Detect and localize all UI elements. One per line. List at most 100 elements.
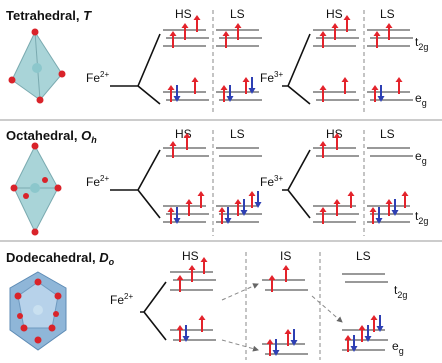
splitting-branch	[282, 33, 311, 105]
spin-up-head	[218, 207, 226, 212]
dodecahedron-icon	[9, 271, 67, 351]
state-label: LS	[380, 7, 395, 21]
spin-down-head	[173, 96, 181, 102]
spin-up-head	[188, 265, 196, 270]
spin-up-head	[185, 199, 193, 204]
splitting-branch	[110, 149, 161, 219]
spin-down-head	[290, 340, 298, 346]
spin-up-head	[319, 207, 327, 212]
spin-down-head	[226, 96, 234, 102]
splitting-branch	[140, 281, 167, 341]
spin-up-head	[341, 77, 349, 82]
spin-down-head	[224, 218, 232, 224]
spin-up-head	[167, 207, 175, 212]
spin-up-head	[191, 77, 199, 82]
state-label: HS	[182, 249, 199, 263]
octahedron-icon	[10, 142, 62, 236]
spin-up-head	[200, 257, 208, 262]
spin-down-head	[391, 210, 399, 216]
spin-down-head	[375, 218, 383, 224]
spin-up-head	[176, 325, 184, 330]
state-label: LS	[230, 7, 245, 21]
level-diagrams	[110, 15, 413, 356]
state-label: LS	[380, 127, 395, 141]
spin-up-head	[284, 329, 292, 334]
spin-up-head	[176, 275, 184, 280]
spin-down-head	[248, 88, 256, 94]
spin-down-head	[173, 218, 181, 224]
spin-up-head	[333, 133, 341, 138]
spin-down-head	[240, 210, 248, 216]
spin-up-head	[401, 191, 409, 196]
spin-up-head	[183, 133, 191, 138]
spin-up-head	[347, 191, 355, 196]
panel-title: Tetrahedral, T	[6, 8, 92, 23]
spin-up-head	[319, 141, 327, 146]
spin-up-head	[358, 325, 366, 330]
spin-up-head	[344, 335, 352, 340]
spin-up-head	[268, 275, 276, 280]
orbital-label: eg	[415, 149, 427, 166]
spin-up-head	[282, 265, 290, 270]
spin-up-head	[371, 85, 379, 90]
spin-down-head	[350, 346, 358, 352]
spin-up-head	[373, 31, 381, 36]
spin-up-head	[234, 23, 242, 28]
spin-down-head	[364, 336, 372, 342]
tetrahedron-icon	[8, 28, 66, 104]
ion-label: Fe3+	[260, 174, 283, 189]
splitting-branch	[282, 149, 311, 219]
spin-up-head	[385, 199, 393, 204]
orbital-label: eg	[415, 91, 427, 108]
spin-up-head	[181, 23, 189, 28]
state-label: LS	[356, 249, 371, 263]
spin-up-head	[319, 85, 327, 90]
spin-up-head	[369, 207, 377, 212]
state-label: LS	[230, 127, 245, 141]
panel-title: Octahedral, Oh	[6, 128, 97, 145]
orbital-label: t2g	[394, 283, 407, 300]
spin-up-head	[266, 339, 274, 344]
spin-up-head	[333, 199, 341, 204]
spin-up-head	[169, 141, 177, 146]
spin-down-head	[376, 326, 384, 332]
ion-label: Fe3+	[260, 70, 283, 85]
ion-label: Fe2+	[86, 70, 109, 85]
panel-title: Dodecahedral, Do	[6, 250, 115, 267]
transition-arrow	[221, 339, 259, 352]
spin-down-head	[377, 96, 385, 102]
spin-up-head	[169, 31, 177, 36]
spin-up-head	[167, 85, 175, 90]
spin-up-head	[220, 85, 228, 90]
orbital-label: eg	[392, 339, 404, 356]
orbital-label: t2g	[415, 209, 428, 226]
state-label: HS	[326, 127, 343, 141]
ion-label: Fe2+	[110, 292, 133, 307]
spin-up-head	[234, 199, 242, 204]
spin-up-head	[331, 23, 339, 28]
spin-up-head	[248, 191, 256, 196]
state-label: IS	[280, 249, 291, 263]
transition-arrow	[221, 283, 259, 301]
spin-down-head	[182, 336, 190, 342]
state-label: HS	[326, 7, 343, 21]
spin-up-head	[343, 15, 351, 20]
state-label: HS	[175, 7, 192, 21]
spin-up-head	[193, 15, 201, 20]
state-label: HS	[175, 127, 192, 141]
spin-up-head	[370, 315, 378, 320]
spin-down-head	[254, 202, 262, 208]
ion-label: Fe2+	[86, 174, 109, 189]
spin-up-head	[385, 23, 393, 28]
spin-up-head	[222, 31, 230, 36]
spin-up-head	[395, 77, 403, 82]
transition-arrow	[311, 295, 343, 323]
spin-up-head	[319, 31, 327, 36]
splitting-branch	[110, 33, 161, 105]
spin-down-head	[272, 350, 280, 356]
spin-up-head	[198, 315, 206, 320]
spin-up-head	[197, 191, 205, 196]
orbital-label: t2g	[415, 35, 428, 52]
